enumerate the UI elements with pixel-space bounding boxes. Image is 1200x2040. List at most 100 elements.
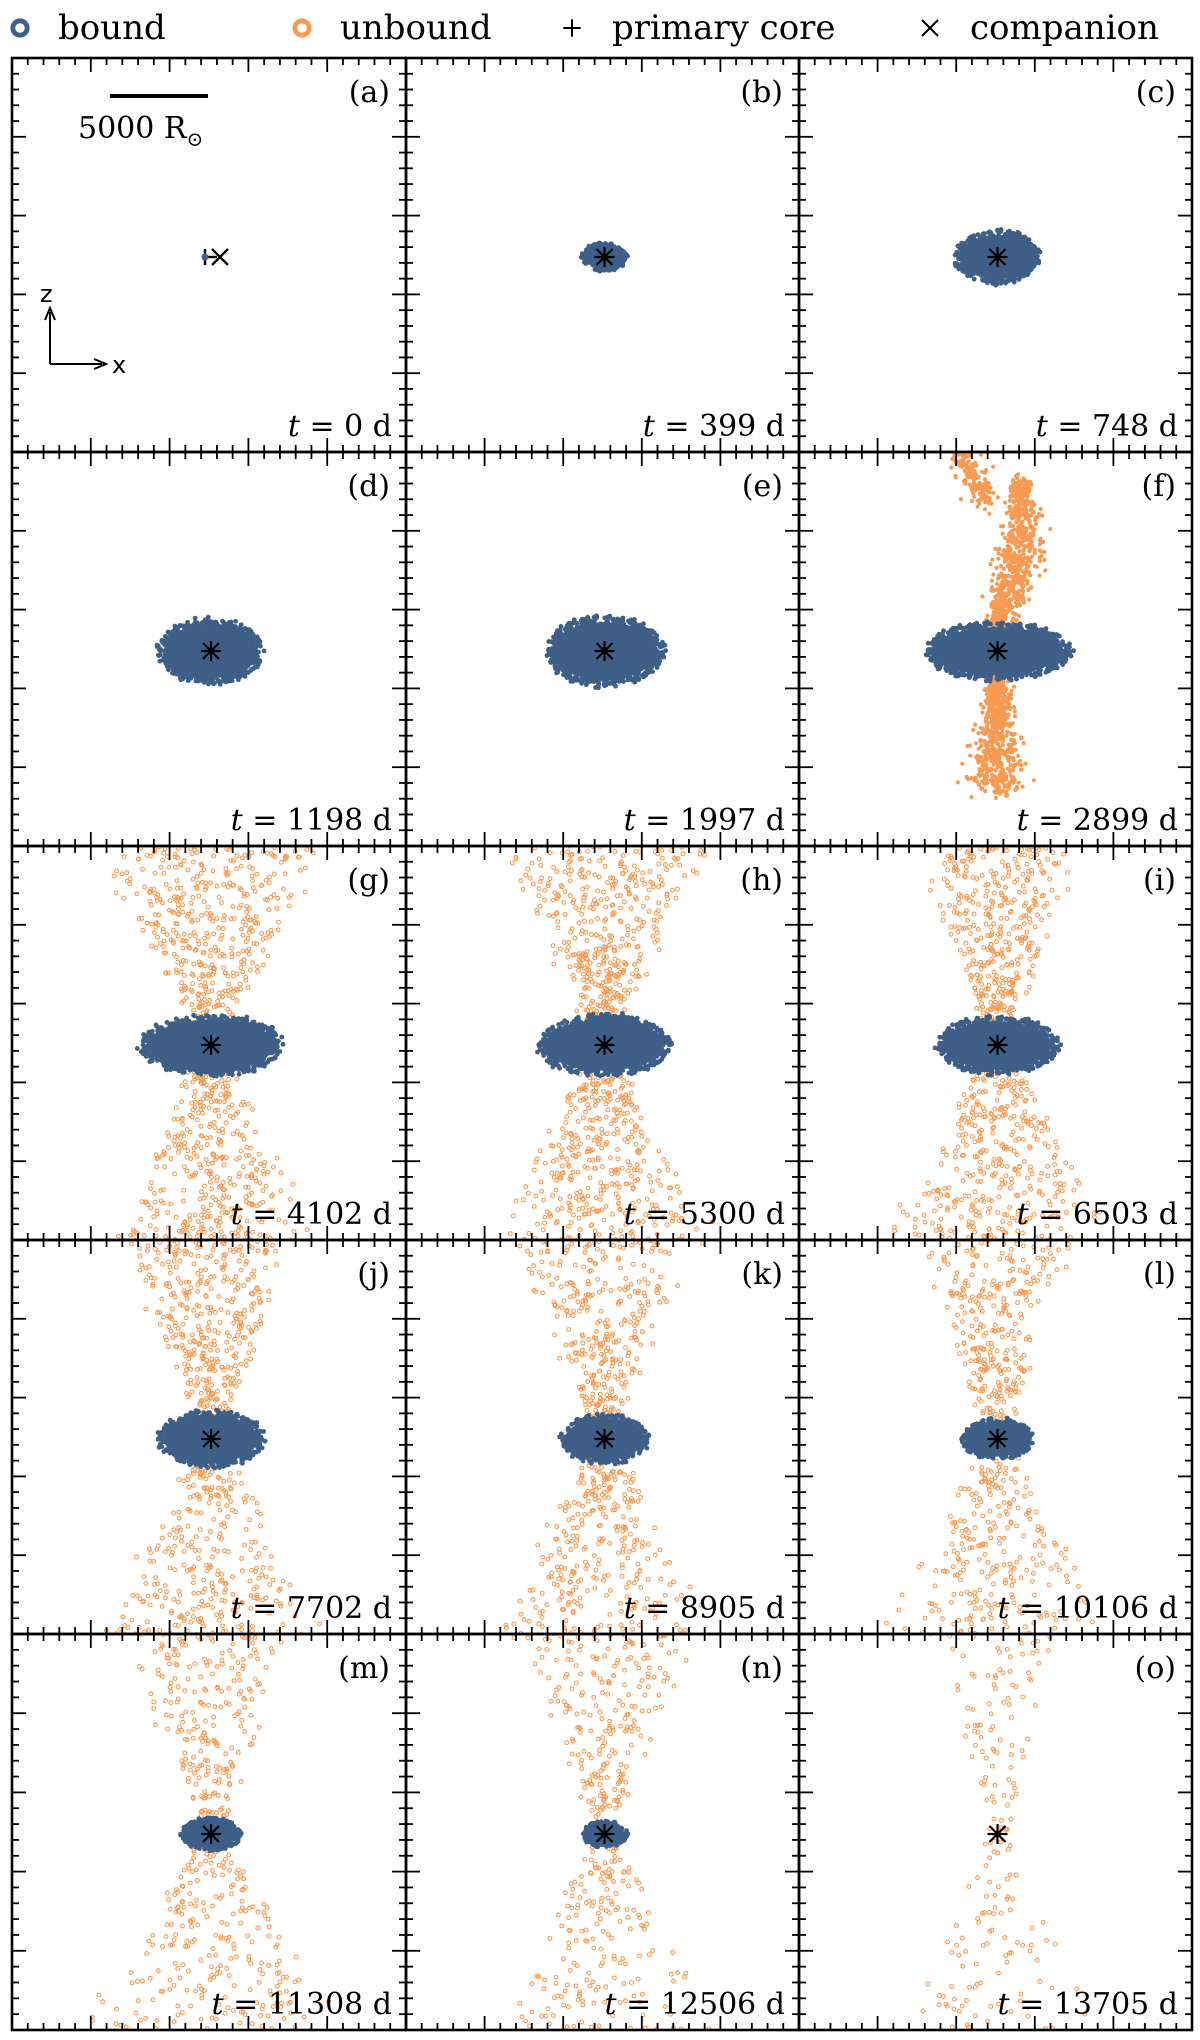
legend-bound: bound — [8, 6, 166, 50]
bound-particles — [544, 613, 669, 691]
z-arrow-icon — [44, 305, 56, 321]
panel-ticks — [11, 57, 407, 453]
panel-i: (i) t = 6503 d — [797, 844, 1194, 1242]
panel-ticks — [798, 845, 1193, 1241]
core-markers — [987, 641, 1008, 661]
panel-b: (b) t = 399 d — [404, 56, 801, 454]
panel-g: (g) t = 4102 d — [10, 844, 408, 1242]
plus-marker-icon — [563, 19, 581, 37]
x-arrow-icon — [93, 358, 109, 370]
panel-n: (n) t = 12506 d — [404, 1632, 801, 2032]
panel-letter-label: (j) — [357, 1257, 390, 1292]
panel-plot-k — [503, 1240, 707, 1634]
time-label: t = 13705 d — [998, 1987, 1178, 2022]
time-label: t = 1997 d — [624, 803, 785, 838]
panel-ticks — [405, 1239, 800, 1635]
panel-plot-n — [511, 1634, 712, 2030]
scale-bar-label: 5000 R⊙ — [78, 111, 203, 151]
time-label: t = 6503 d — [1017, 1197, 1178, 1232]
panel-ticks — [405, 451, 800, 847]
panel-letter-label: (n) — [740, 1651, 783, 1686]
z-axis-label: z — [40, 280, 53, 308]
bound-particles — [155, 1407, 268, 1471]
panel-letter-label: (h) — [740, 863, 783, 898]
bound-particles — [578, 240, 630, 274]
legend-primary-core-label: primary core — [612, 8, 836, 48]
bound-particles — [134, 1012, 286, 1079]
unbound-jets — [949, 452, 1053, 801]
panel-letter-label: (g) — [347, 863, 390, 898]
panel-letter-label: (l) — [1143, 1257, 1176, 1292]
panel-plot-m — [89, 1634, 332, 2030]
panel-plot-o — [920, 1634, 1088, 2030]
panel-frame — [10, 56, 408, 454]
core-markers — [987, 247, 1008, 267]
core-markers — [201, 641, 221, 661]
panel-letter-label: (f) — [1141, 469, 1176, 504]
panel-letter-label: (e) — [742, 469, 783, 504]
legend-primary-core: primary core — [560, 6, 836, 50]
bound-particles — [959, 1415, 1035, 1461]
panel-e: (e) t = 1997 d — [404, 450, 801, 848]
panel-letter-label: (k) — [741, 1257, 783, 1292]
panel-o: (o) t = 13705 d — [797, 1632, 1194, 2032]
panel-ticks — [11, 1633, 407, 2031]
core-markers — [987, 1824, 1008, 1844]
panel-plot-d — [154, 614, 267, 687]
time-label: t = 399 d — [643, 409, 785, 444]
time-label: t = 5300 d — [624, 1197, 785, 1232]
core-markers — [594, 1429, 615, 1449]
core-markers — [987, 1035, 1008, 1055]
legend-companion: companion — [918, 6, 1159, 50]
panel-letter-label: (m) — [338, 1651, 390, 1686]
core-markers — [594, 1824, 615, 1844]
panel-ticks — [11, 845, 407, 1241]
panel-plot-g — [111, 846, 316, 1240]
panel-j: (j) t = 7702 d — [10, 1238, 408, 1636]
panel-plot-e — [544, 613, 669, 691]
panel-h: (h) t = 5300 d — [404, 844, 801, 1242]
panel-plot-i — [891, 846, 1103, 1240]
core-markers — [987, 1429, 1008, 1449]
panel-plot-f — [923, 452, 1076, 801]
bound-particles — [178, 1815, 244, 1854]
cross-marker-icon — [921, 19, 939, 37]
scale-bar: 5000 R⊙ — [78, 94, 208, 151]
panel-l: (l) t = 10106 d — [797, 1238, 1194, 1636]
core-markers — [594, 247, 615, 267]
panel-m: (m) t = 11308 d — [10, 1632, 408, 2032]
panel-ticks — [798, 1633, 1193, 2031]
panel-letter-label: (c) — [1136, 75, 1176, 110]
panel-letter-label: (d) — [347, 469, 390, 504]
bound-particles — [557, 1411, 652, 1467]
unbound-particles — [103, 1240, 323, 1634]
time-label: t = 7702 d — [231, 1591, 392, 1626]
bound-particles — [923, 619, 1076, 684]
panel-plot-h — [507, 846, 715, 1240]
panel-letter-label: (a) — [349, 75, 390, 110]
legend-companion-label: companion — [970, 8, 1159, 48]
panel-plot-b — [578, 240, 630, 274]
core-markers — [594, 1035, 615, 1055]
bound-marker-icon — [10, 18, 30, 38]
legend-unbound: unbound — [290, 6, 492, 50]
time-label: t = 4102 d — [231, 1197, 392, 1232]
panel-plot-l — [883, 1240, 1095, 1634]
core-markers — [201, 1824, 221, 1844]
time-label: t = 12506 d — [605, 1987, 785, 2022]
panel-letter-label: (b) — [740, 75, 783, 110]
panel-plot-j — [103, 1240, 323, 1634]
time-label: t = 0 d — [288, 409, 392, 444]
panel-letter-label: (i) — [1143, 863, 1176, 898]
panel-plot-c — [952, 227, 1043, 288]
time-label: t = 2899 d — [1017, 803, 1178, 838]
panel-d: (d) t = 1198 d — [10, 450, 408, 848]
axes-indicator: zx — [40, 280, 126, 379]
panel-letter-label: (o) — [1135, 1651, 1176, 1686]
x-axis-label: x — [112, 351, 126, 379]
legend-bound-label: bound — [58, 8, 166, 48]
time-label: t = 1198 d — [231, 803, 392, 838]
panel-c: (c) t = 748 d — [797, 56, 1194, 454]
